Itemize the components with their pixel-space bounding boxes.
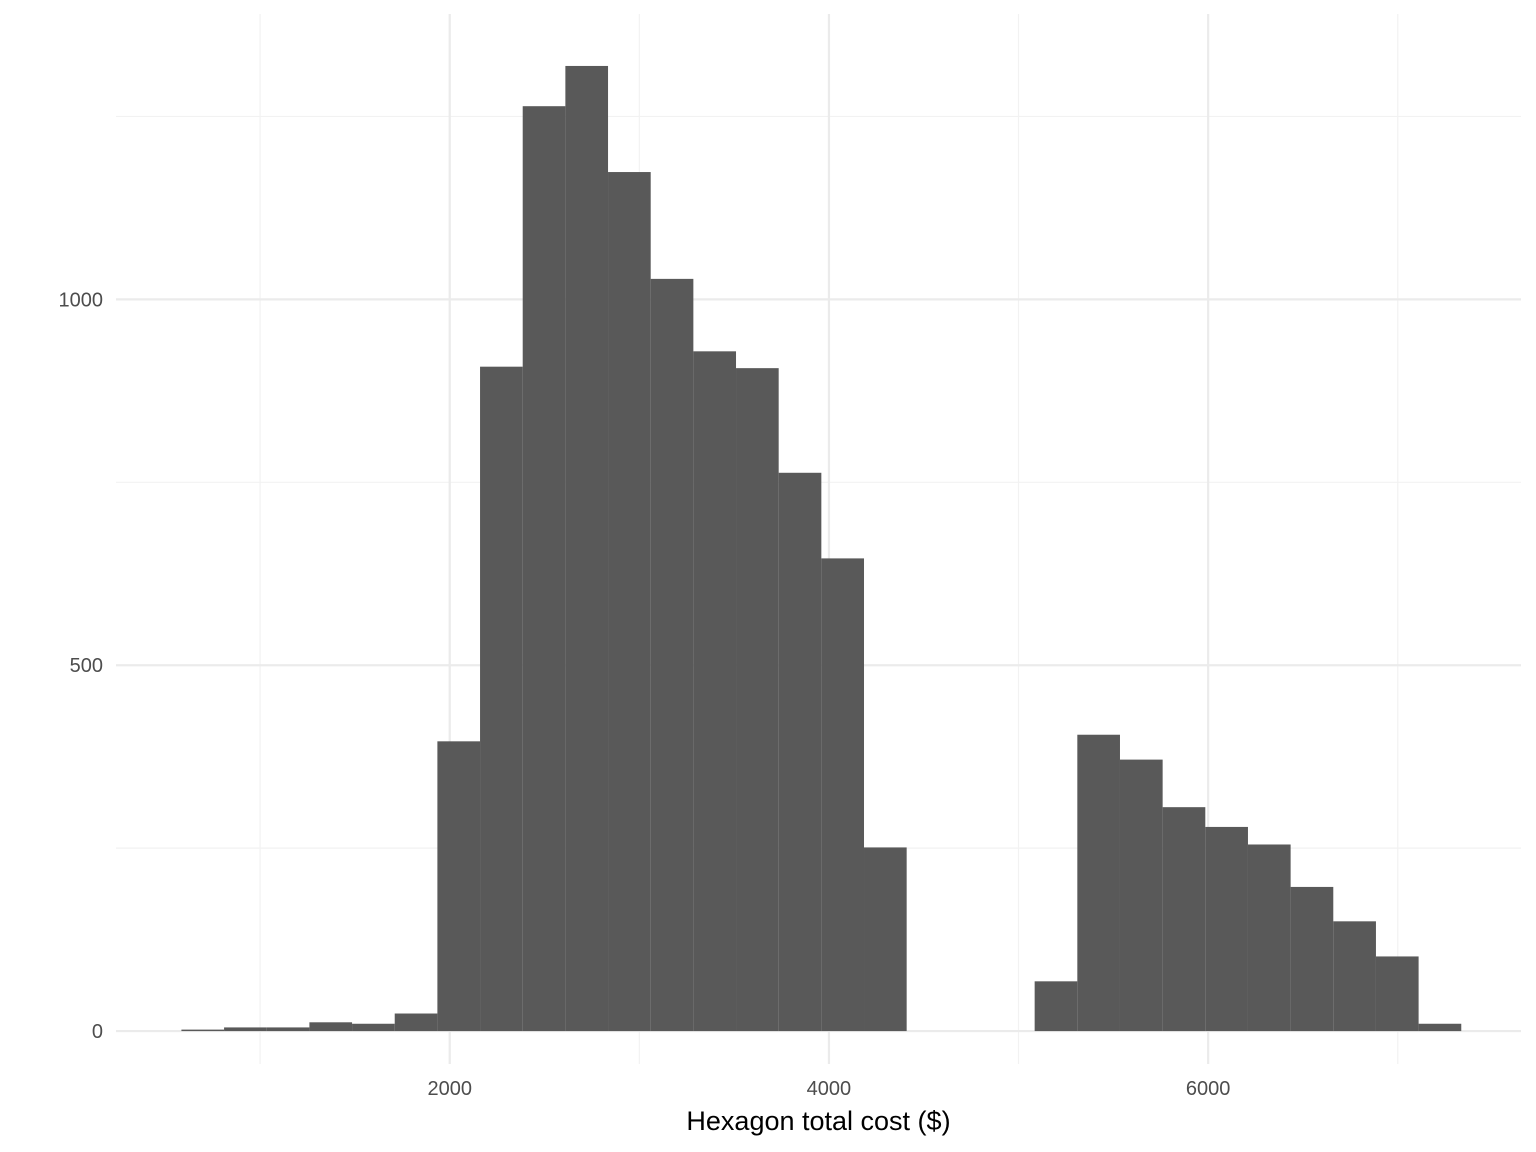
x-tick-label: 2000 (427, 1078, 472, 1100)
histogram-bar (266, 1027, 310, 1032)
histogram-bar (522, 106, 566, 1032)
histogram-bars (181, 65, 1462, 1032)
histogram-bar (1205, 826, 1248, 1032)
histogram-bar (437, 741, 481, 1032)
histogram-bar (608, 172, 651, 1032)
histogram-bar (1418, 1023, 1462, 1032)
histogram-bar (693, 351, 737, 1032)
y-axis-tick-labels: 0 500 1000 (59, 289, 104, 1043)
histogram-bar (181, 1029, 225, 1032)
histogram-bar (224, 1027, 267, 1032)
x-axis-tick-labels: 2000 4000 6000 (427, 1078, 1230, 1100)
histogram-bar (1077, 734, 1120, 1032)
histogram-bar (650, 278, 694, 1032)
histogram-bar (565, 65, 609, 1032)
x-tick-label: 6000 (1186, 1078, 1231, 1100)
y-tick-label: 1000 (59, 289, 104, 311)
histogram-bar (1290, 886, 1334, 1032)
histogram-bar (864, 847, 907, 1032)
histogram-bar (1375, 956, 1419, 1032)
x-tick-label: 4000 (807, 1078, 852, 1100)
histogram-bar (352, 1023, 395, 1032)
y-tick-label: 0 (92, 1021, 103, 1043)
histogram-bar (394, 1013, 438, 1032)
histogram-bar (778, 472, 822, 1032)
histogram-bar (1247, 844, 1291, 1032)
histogram-bar (309, 1022, 353, 1032)
y-tick-label: 500 (70, 655, 103, 677)
histogram-bar (480, 366, 523, 1032)
histogram-bar (736, 368, 779, 1032)
histogram-bar (1119, 759, 1163, 1032)
histogram-bar (1333, 921, 1376, 1032)
histogram-bar (821, 558, 865, 1032)
x-axis-title: Hexagon total cost ($) (686, 1106, 950, 1136)
histogram-bar (1034, 981, 1078, 1032)
histogram-bar (1162, 807, 1206, 1032)
